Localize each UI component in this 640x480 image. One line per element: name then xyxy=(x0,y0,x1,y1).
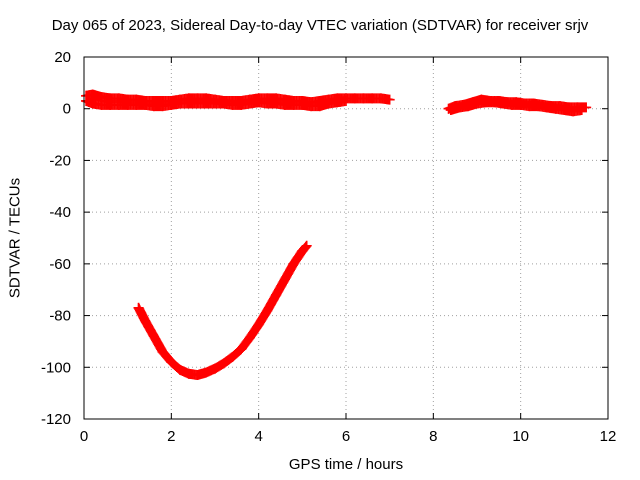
series-1-point xyxy=(157,101,168,112)
series-4-point xyxy=(244,332,255,343)
series-4-point xyxy=(192,370,203,381)
y-tick-label: -80 xyxy=(49,308,71,325)
series-4-point xyxy=(227,351,238,362)
x-tick-label: 2 xyxy=(167,428,175,445)
series-3-point xyxy=(576,105,587,116)
series-3-point xyxy=(463,101,474,112)
y-tick-label: 0 xyxy=(63,101,71,118)
series-1-point xyxy=(166,99,177,110)
series-4-point xyxy=(140,315,151,326)
series-3-point xyxy=(568,106,579,117)
series-3-point xyxy=(480,97,491,108)
y-tick-label: 20 xyxy=(54,49,71,66)
series-4-point xyxy=(262,305,273,316)
series-1-point xyxy=(341,95,351,106)
series-3-point xyxy=(454,102,465,113)
x-tick-label: 8 xyxy=(429,428,437,445)
series-1-point xyxy=(96,99,107,110)
series-1-point xyxy=(262,98,273,109)
x-axis-label: GPS time / hours xyxy=(288,456,404,473)
series-1-point xyxy=(148,101,159,112)
series-4-point xyxy=(166,357,177,368)
series-3-point xyxy=(533,101,544,112)
series-3-point xyxy=(472,98,482,109)
series-4-point xyxy=(271,289,282,300)
series-1-point xyxy=(297,99,308,110)
series-4-point xyxy=(133,302,144,313)
series-1-point xyxy=(227,99,238,110)
series-4-point xyxy=(201,367,212,378)
series-4-point xyxy=(157,346,168,357)
series-1-point xyxy=(279,99,290,110)
series-1-point xyxy=(192,98,203,109)
series-4-point xyxy=(236,344,247,355)
series-3-point xyxy=(445,105,456,116)
series-1-point xyxy=(183,98,194,109)
series-4-point xyxy=(218,358,229,369)
series-1-point xyxy=(81,95,92,106)
series-1-point xyxy=(323,98,334,109)
series-4-point xyxy=(288,258,299,269)
series-4-point xyxy=(301,240,312,251)
series-0-point xyxy=(349,93,360,104)
x-tick-label: 4 xyxy=(254,428,262,445)
series-1-point xyxy=(175,98,186,109)
series-4-point xyxy=(279,274,290,285)
y-tick-label: -100 xyxy=(41,359,71,376)
x-tick-label: 6 xyxy=(342,428,350,445)
series-3-point xyxy=(541,102,552,113)
series-1-point xyxy=(122,99,133,110)
y-tick-label: -20 xyxy=(49,152,71,169)
series-1-point xyxy=(332,97,343,108)
series-3-point xyxy=(498,98,509,109)
series-1-point xyxy=(218,98,229,109)
x-tick-label: 12 xyxy=(600,428,617,445)
series-0-point xyxy=(384,94,395,105)
series-3-point xyxy=(506,99,517,110)
series-3-point xyxy=(489,97,500,108)
series-4-point xyxy=(253,319,264,330)
series-1-point xyxy=(253,97,264,108)
series-1-point xyxy=(244,98,255,109)
series-4-point xyxy=(183,368,194,379)
series-0-point xyxy=(367,93,378,104)
series-3-point xyxy=(524,101,535,112)
series-3-point xyxy=(515,99,526,110)
y-tick-label: -120 xyxy=(41,411,71,428)
series-1-point xyxy=(131,99,142,110)
series-0-point xyxy=(375,93,386,104)
series-1-point xyxy=(306,101,317,112)
series-1-point xyxy=(113,99,124,110)
y-tick-label: -60 xyxy=(49,256,71,273)
series-1-point xyxy=(288,99,299,110)
series-0-point xyxy=(358,93,369,104)
series-1-point xyxy=(210,98,220,109)
series-0-point xyxy=(87,89,98,100)
series-1-point xyxy=(236,99,247,110)
series-1-point xyxy=(87,98,98,109)
plot-frame xyxy=(83,56,609,420)
chart-title: Day 065 of 2023, Sidereal Day-to-day VTE… xyxy=(51,17,589,34)
series-1-point xyxy=(105,99,116,110)
series-3-point xyxy=(550,103,561,114)
series-4-point xyxy=(148,331,159,342)
series-3-point xyxy=(559,105,570,116)
series-1-point xyxy=(314,101,325,112)
series-1-point xyxy=(201,98,212,109)
y-tick-label: -40 xyxy=(49,204,71,221)
series-1-point xyxy=(271,98,282,109)
series-1-point xyxy=(140,99,151,110)
series-4-point xyxy=(297,245,308,256)
series-4-point xyxy=(210,363,220,374)
x-tick-label: 10 xyxy=(512,428,529,445)
series-4-point xyxy=(175,364,186,375)
x-tick-label: 0 xyxy=(80,428,88,445)
